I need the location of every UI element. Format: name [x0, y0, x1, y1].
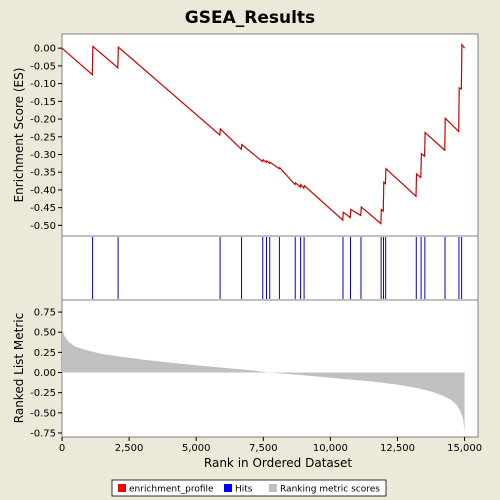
ranking-y-tick-label: 0.25	[34, 348, 56, 359]
es-panel	[61, 33, 479, 237]
chart-title: GSEA_Results	[185, 8, 315, 28]
ranking-y-tick-label: 0.50	[34, 328, 56, 339]
es-y-tick-label: -0.05	[30, 61, 56, 72]
ranking-metric-area	[62, 328, 465, 433]
es-y-tick-label: -0.25	[30, 132, 56, 143]
x-tick-label: 2,500	[115, 443, 144, 454]
ranking-y-axis: 0.75 0.50 0.25 0.00 -0.25 -0.50 -0.75	[30, 308, 62, 439]
legend: enrichment_profile Hits Ranking metric s…	[111, 479, 387, 497]
x-tick-label: 7,500	[249, 443, 278, 454]
x-tick-label: 12,500	[380, 443, 415, 454]
es-y-tick-label: -0.10	[30, 79, 56, 90]
es-y-tick-label: -0.45	[30, 203, 56, 214]
ranking-y-tick-label: 0.00	[34, 368, 56, 379]
legend-label-ranking-metric: Ranking metric scores	[280, 485, 380, 495]
es-y-axis-label: Enrichment Score (ES)	[12, 68, 26, 203]
es-y-tick-label: -0.20	[30, 115, 56, 126]
es-y-tick-label: -0.50	[30, 221, 56, 232]
ranking-y-tick-label: -0.25	[30, 388, 56, 399]
x-tick-label: 15,000	[447, 443, 482, 454]
legend-swatch-ranking-metric	[269, 484, 277, 492]
hits-marks	[92, 237, 463, 299]
legend-swatch-enrichment-profile	[118, 484, 126, 492]
ranking-y-axis-label: Ranked List Metric	[12, 313, 26, 423]
ranking-y-tick-label: -0.75	[30, 428, 56, 439]
enrichment-profile-line	[61, 42, 466, 225]
x-axis: 0 2,500 5,000 7,500 10,000 12,500 15,000	[59, 437, 482, 454]
legend-swatch-hits	[224, 484, 232, 492]
es-y-tick-label: -0.30	[30, 150, 56, 161]
x-tick-label: 5,000	[182, 443, 211, 454]
x-axis-label: Rank in Ordered Dataset	[204, 456, 352, 470]
legend-box	[111, 479, 387, 497]
x-tick-label: 0	[59, 443, 65, 454]
legend-label-enrichment-profile: enrichment_profile	[129, 485, 214, 495]
es-y-tick-label: -0.15	[30, 97, 56, 108]
es-y-tick-label: -0.40	[30, 185, 56, 196]
ranking-y-tick-label: -0.50	[30, 408, 56, 419]
ranking-y-tick-label: 0.75	[34, 308, 56, 319]
x-tick-label: 10,000	[313, 443, 348, 454]
es-y-tick-label: 0.00	[34, 44, 56, 55]
es-y-tick-label: -0.35	[30, 168, 56, 179]
es-y-axis: 0.00 -0.05 -0.10 -0.15 -0.20 -0.25 -0.30 -0.35 -…	[30, 44, 62, 232]
legend-label-hits: Hits	[235, 485, 253, 495]
